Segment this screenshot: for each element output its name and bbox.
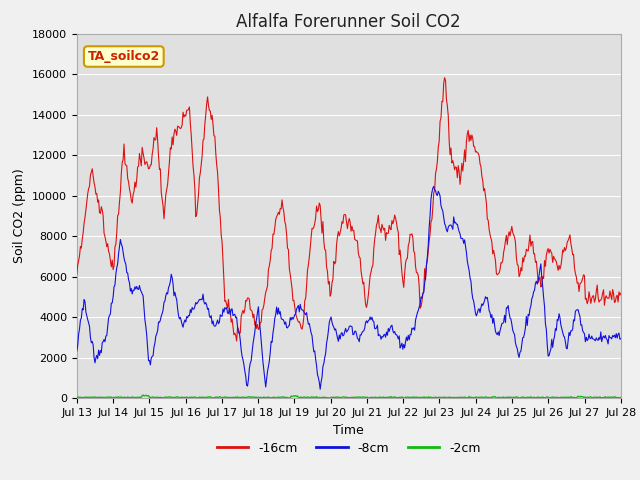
Text: TA_soilco2: TA_soilco2	[88, 50, 160, 63]
Title: Alfalfa Forerunner Soil CO2: Alfalfa Forerunner Soil CO2	[237, 12, 461, 31]
Legend: -16cm, -8cm, -2cm: -16cm, -8cm, -2cm	[212, 437, 486, 460]
Y-axis label: Soil CO2 (ppm): Soil CO2 (ppm)	[13, 168, 26, 264]
X-axis label: Time: Time	[333, 424, 364, 437]
